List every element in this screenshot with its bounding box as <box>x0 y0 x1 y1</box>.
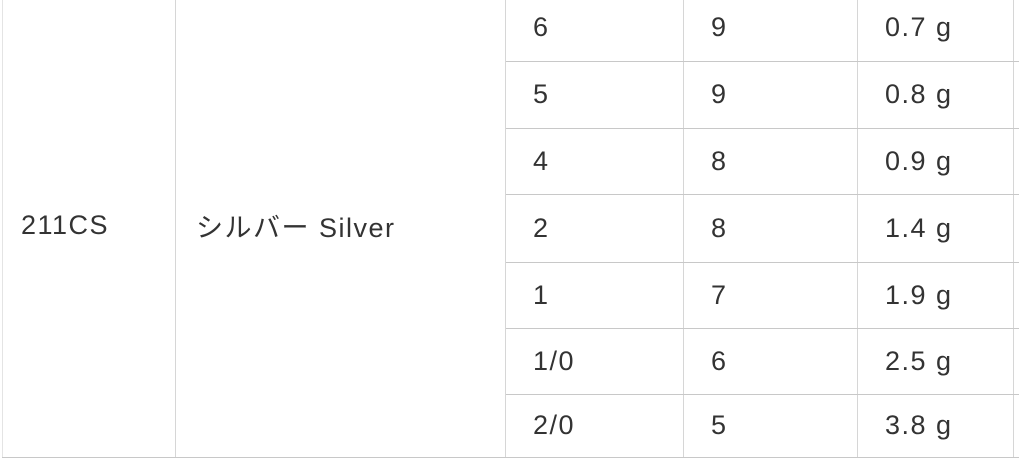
weight-cell: 2.5 g <box>857 328 1014 395</box>
size-cell: 4 <box>505 128 684 195</box>
weight-cell: 1.4 g <box>857 194 1014 263</box>
clipped-cell <box>1013 328 1019 395</box>
size-cell: 1 <box>505 262 684 329</box>
clipped-cell <box>1013 61 1019 129</box>
qty-cell: 9 <box>683 0 858 62</box>
clipped-cell <box>1013 394 1019 458</box>
clipped-cell <box>1013 194 1019 263</box>
qty-cell: 8 <box>683 128 858 195</box>
table-row: 4 8 0.9 g <box>3 128 1019 195</box>
model-cell: 211CS <box>2 0 176 458</box>
qty-cell: 7 <box>683 262 858 329</box>
table-row: 5 9 0.8 g <box>3 61 1019 129</box>
weight-cell: 0.9 g <box>857 128 1014 195</box>
qty-cell: 9 <box>683 61 858 129</box>
weight-cell: 1.9 g <box>857 262 1014 329</box>
table-row: 1 7 1.9 g <box>3 262 1019 329</box>
clipped-cell <box>1013 262 1019 329</box>
qty-cell: 8 <box>683 194 858 263</box>
clipped-cell <box>1013 0 1019 62</box>
weight-cell: 3.8 g <box>857 394 1014 458</box>
size-cell: 6 <box>505 0 684 62</box>
table-row: 1/0 6 2.5 g <box>3 328 1019 395</box>
color-cell: シルバー Silver <box>175 0 506 458</box>
size-cell: 2 <box>505 194 684 263</box>
size-cell: 1/0 <box>505 328 684 395</box>
size-cell: 5 <box>505 61 684 129</box>
weight-cell: 0.7 g <box>857 0 1014 62</box>
qty-cell: 5 <box>683 394 858 458</box>
table-row: 2/0 5 3.8 g <box>3 394 1019 458</box>
clipped-cell <box>1013 128 1019 195</box>
qty-cell: 6 <box>683 328 858 395</box>
table-row: 2 8 1.4 g <box>3 194 1019 263</box>
size-cell: 2/0 <box>505 394 684 458</box>
weight-cell: 0.8 g <box>857 61 1014 129</box>
